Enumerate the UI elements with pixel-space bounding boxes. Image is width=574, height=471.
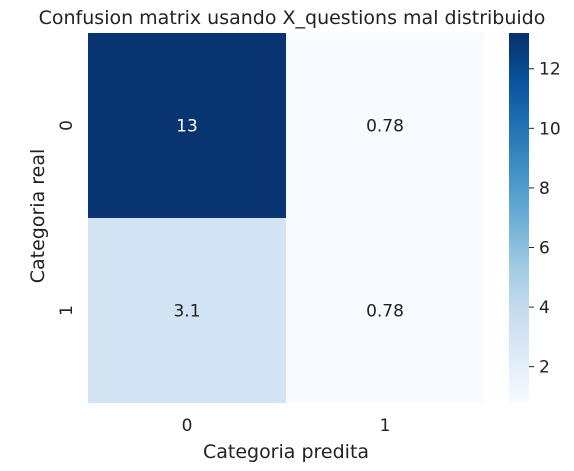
- colorbar: [509, 33, 529, 403]
- colorbar-tick-label-4: 10: [539, 119, 561, 139]
- colorbar-tick-label-3: 8: [539, 179, 550, 199]
- y-axis-label: Categoria real: [27, 149, 49, 284]
- heatmap-cell-r0-c1: [286, 33, 484, 218]
- cell-annotation-r0-c1: 0.78: [366, 117, 404, 137]
- cell-annotation-r1-c0: 3.1: [173, 302, 200, 322]
- colorbar-tick-label-5: 12: [539, 60, 561, 80]
- colorbar-tick-label-0: 2: [539, 358, 550, 378]
- heatmap-cell-r1-c0: [88, 218, 286, 403]
- y-tick-labels: 01: [57, 120, 77, 316]
- heatmap-cell-r0-c0: [88, 33, 286, 218]
- heatmap-cell-labels: 13 0.78 3.1 0.78: [173, 117, 403, 322]
- cell-annotation-r1-c1: 0.78: [366, 302, 404, 322]
- x-tick-label-0: 0: [182, 416, 193, 436]
- y-tick-label-0: 0: [57, 120, 77, 131]
- x-axis-label: Categoria predita: [203, 441, 369, 463]
- colorbar-ticks: 2 4 6 8 10 12: [529, 60, 561, 378]
- cell-annotation-r0-c0: 13: [176, 117, 198, 137]
- x-tick-label-1: 1: [380, 416, 391, 436]
- y-tick-label-1: 1: [57, 305, 77, 316]
- chart-title: Confusion matrix usando X_questions mal …: [39, 7, 546, 29]
- heatmap-cells: [88, 33, 484, 403]
- colorbar-tick-label-2: 6: [539, 238, 550, 258]
- colorbar-tick-label-1: 4: [539, 298, 550, 318]
- heatmap-cell-r1-c1: [286, 218, 484, 403]
